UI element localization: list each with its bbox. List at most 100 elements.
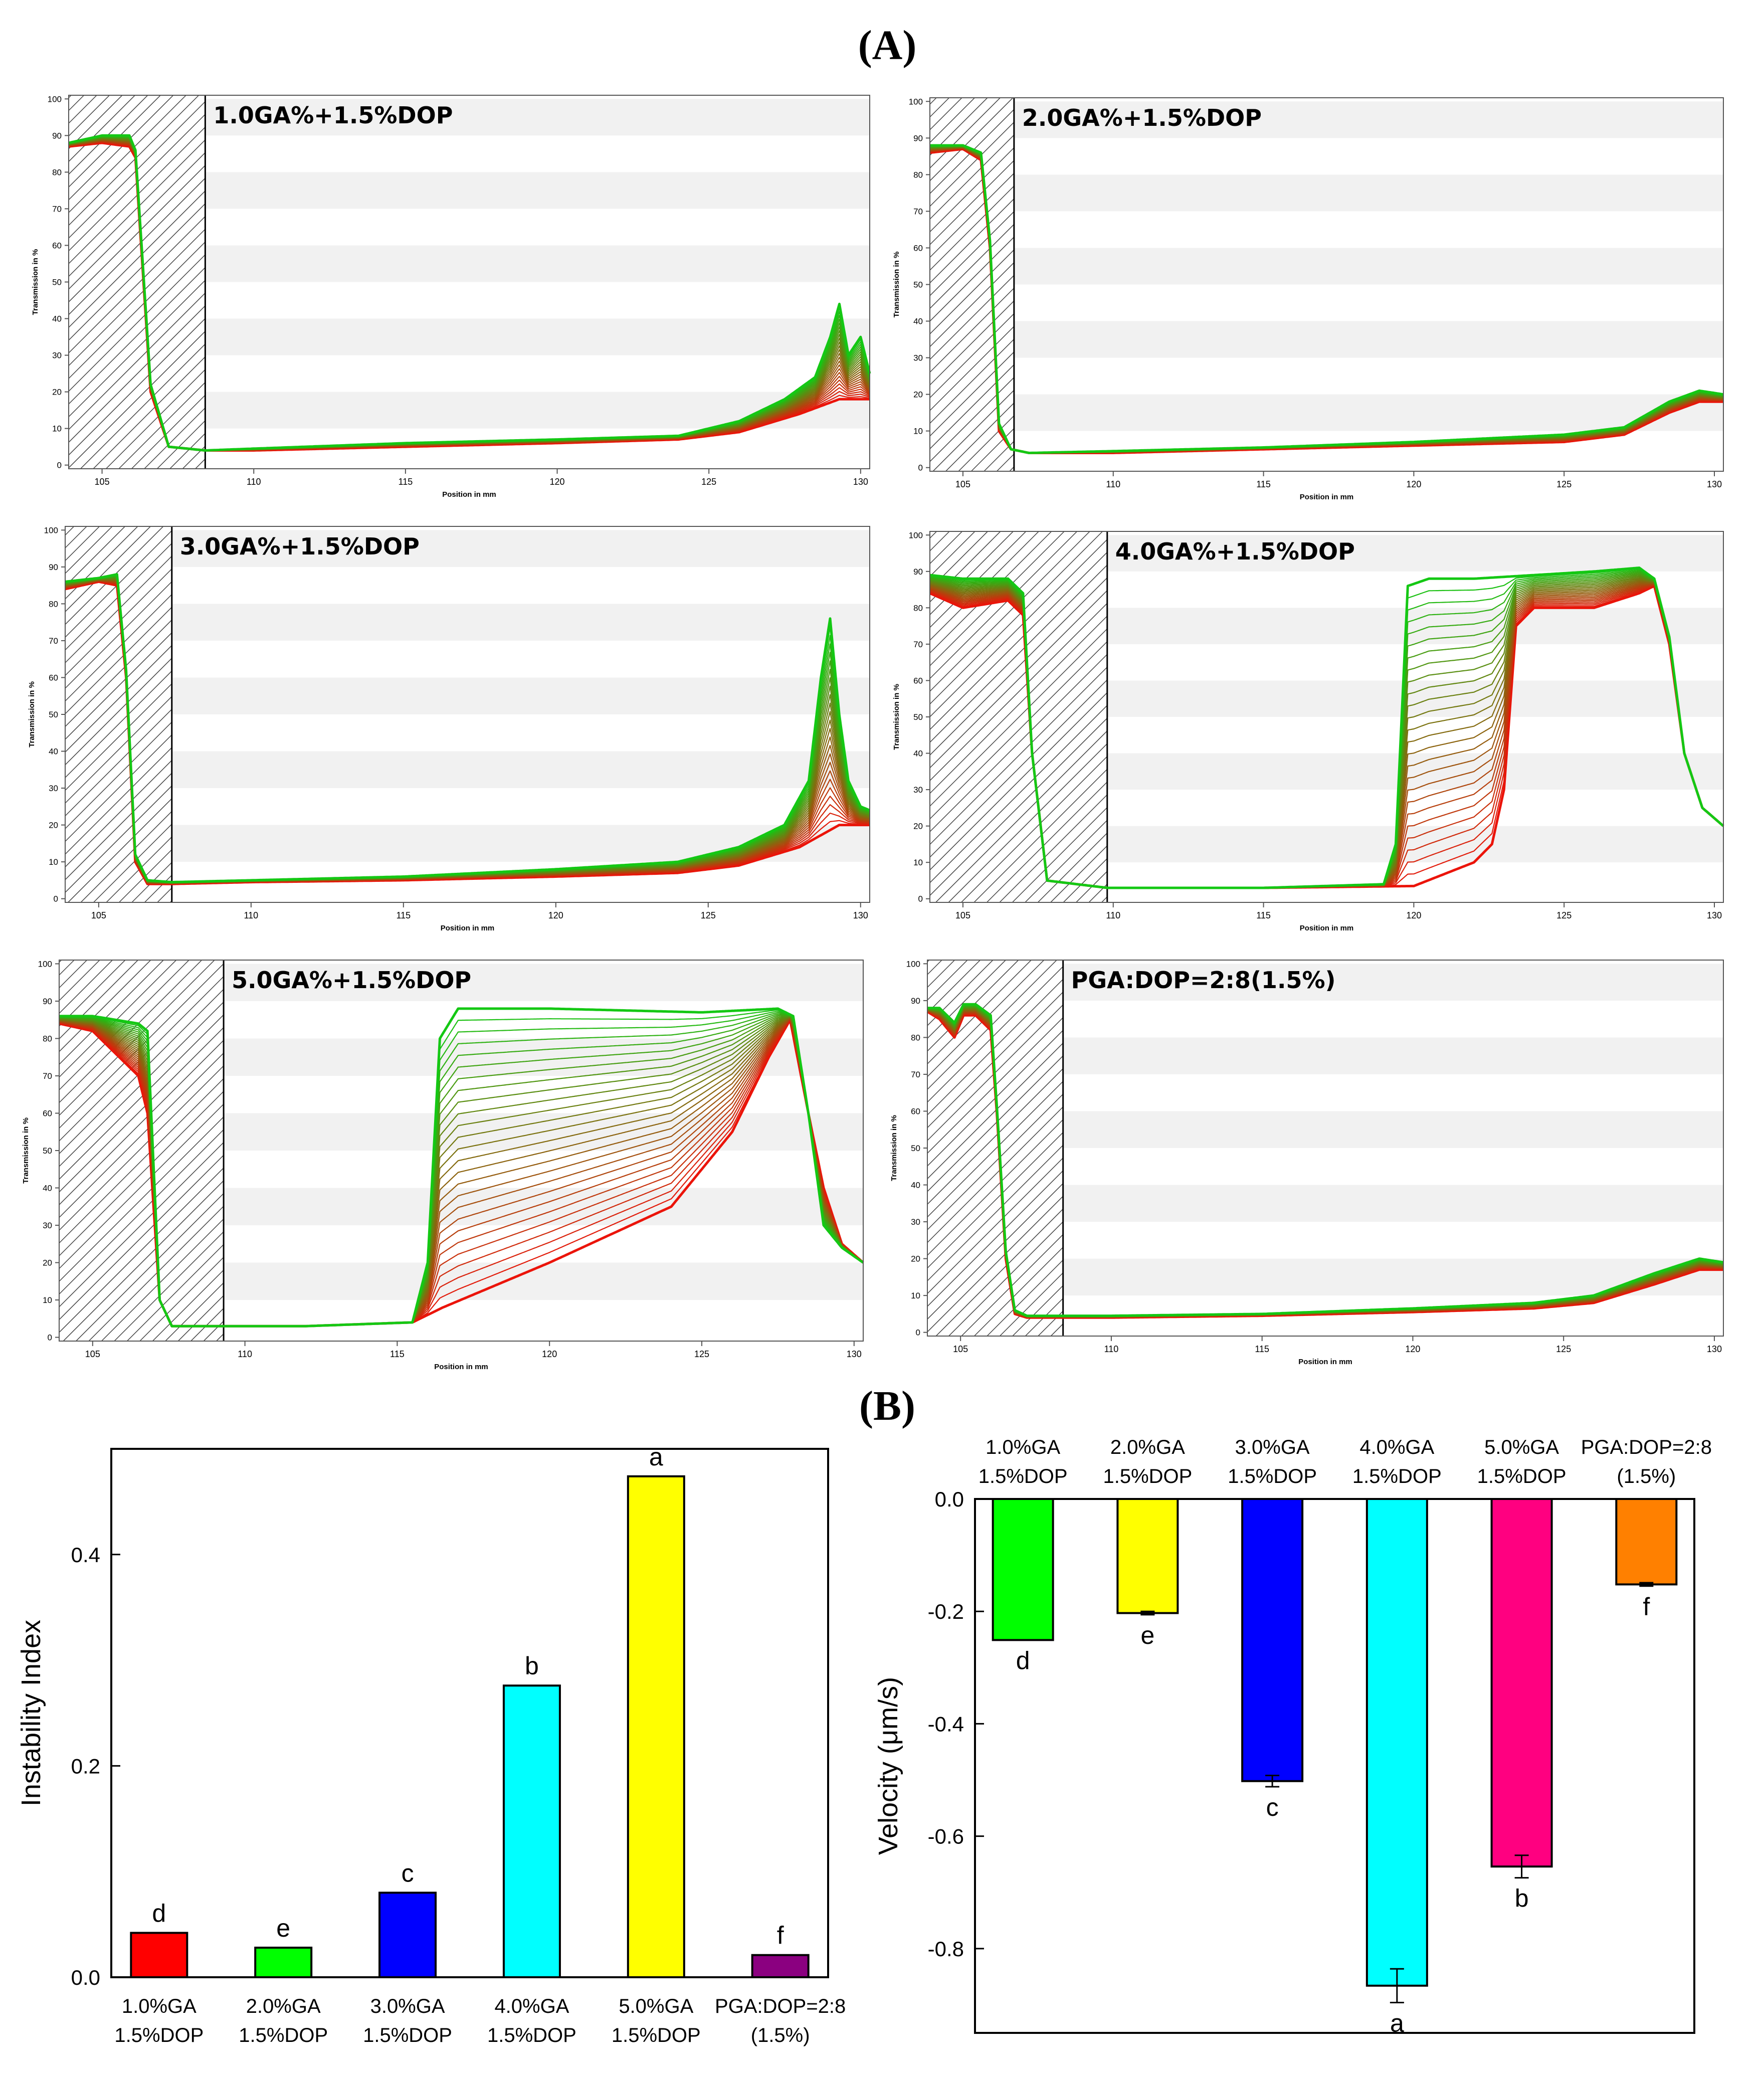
y-axis-title: Transmission in % [890,1115,898,1181]
y-tick-label: 30 [913,785,923,795]
y-tick-label: 50 [913,280,923,290]
bar [1365,1498,1428,1987]
y-tick-label: 80 [913,603,923,613]
significance-letter: f [777,1922,784,1950]
y-tick-label: 60 [911,1106,920,1116]
background-band [930,101,1723,138]
y-tick-label: 70 [913,207,923,216]
x-axis-title: Position in mm [442,490,496,499]
y-tick-label: 90 [43,997,52,1006]
bar [130,1932,188,1979]
x-tick-label: 105 [955,910,970,920]
category-label: 1.5%DOP [487,2024,576,2046]
category-label: 1.0%GA [122,1995,197,2017]
y-tick-label: 60 [49,673,58,682]
y-tick-label: 0 [916,1328,920,1338]
bar [751,1954,810,1978]
y-tick-label: 80 [49,599,58,609]
bar [1116,1498,1179,1614]
y-tick-label: 100 [909,97,923,106]
y-tick-label: 0 [918,894,923,904]
bar [378,1892,437,1979]
bar [1241,1498,1304,1782]
background-band [65,530,870,567]
instability-index-chart: 0.0 0.2 0.4 Instability Index d 1.0%GA 1.5%DOP… [16,1443,846,2046]
y-axis-title: Transmission in % [31,249,40,315]
category-label: 4.0%GA [1359,1436,1434,1458]
y-tick-label: 70 [43,1071,52,1081]
y-axis-title: Transmission in % [22,1117,30,1184]
category-label: 1.5%DOP [1103,1465,1192,1487]
significance-letter: b [1515,1884,1529,1913]
y-tick-label: 60 [913,676,923,685]
y-tick-label: -0.8 [928,1937,964,1961]
panel-title: 5.0GA%+1.5%DOP [232,967,471,994]
y-tick-label: 0 [57,461,62,470]
panel-title: 3.0GA%+1.5%DOP [180,533,420,560]
category-label: 1.0%GA [986,1436,1060,1458]
y-tick-label: 0.2 [71,1754,100,1778]
x-tick-label: 105 [91,910,106,920]
y-tick-label: 100 [909,530,923,540]
x-tick-label: 125 [1556,479,1572,489]
x-tick-label: 105 [955,479,970,489]
y-tick-label: 0 [48,1333,52,1343]
y-tick-label: 10 [43,1295,52,1305]
profile-line-last [929,567,1724,889]
y-tick-label: 80 [911,1033,920,1042]
bar [502,1684,561,1978]
y-tick-label: 100 [906,959,920,969]
hatched-region [69,95,206,469]
category-label: 1.5%DOP [1228,1465,1317,1487]
significance-letter: a [1390,2009,1404,2037]
y-tick-label: 10 [913,858,923,867]
transmission-panel-5: 0 10 20 30 40 50 60 70 80 90 100 105 110 115 120 125 130… [22,959,864,1371]
x-tick-label: 105 [85,1349,100,1359]
y-axis-title: Velocity (μm/s) [873,1677,903,1855]
y-tick-label: 70 [49,636,58,646]
x-tick-label: 110 [1106,479,1120,489]
category-label: 1.5%DOP [363,2024,452,2046]
category-label: 2.0%GA [1110,1436,1185,1458]
bar [1615,1498,1678,1586]
x-tick-label: 110 [1104,1344,1119,1354]
background-band [930,321,1723,358]
significance-letter: d [1016,1646,1030,1674]
y-tick-label: 20 [913,822,923,831]
category-label: PGA:DOP=2:8 [1581,1436,1712,1458]
y-tick-label: 10 [913,427,923,436]
y-tick-label: 90 [49,562,58,572]
y-tick-label: 90 [913,567,923,577]
x-tick-label: 110 [247,477,261,487]
x-tick-label: 130 [853,910,868,920]
x-tick-label: 105 [95,477,110,487]
panel-title: PGA:DOP=2:8(1.5%) [1071,967,1336,994]
significance-letter: f [1643,1593,1650,1621]
transmission-panel-3: 0 10 20 30 40 50 60 70 80 90 100 105 110 115 120 125 130… [28,525,870,932]
category-label: 4.0%GA [494,1995,569,2017]
y-tick-label: 0.4 [71,1543,100,1567]
y-tick-label: 60 [913,243,923,253]
y-tick-label: 90 [52,131,62,140]
y-tick-label: 0 [54,894,58,904]
x-tick-label: 130 [1707,1344,1722,1354]
y-tick-label: 10 [52,424,62,434]
y-tick-label: 80 [52,167,62,177]
x-tick-label: 105 [953,1344,968,1354]
x-tick-label: 110 [244,910,259,920]
category-label: 5.0%GA [1484,1436,1559,1458]
category-label: (1.5%) [751,2024,810,2046]
y-tick-label: 40 [913,317,923,326]
x-tick-label: 120 [542,1349,557,1359]
background-band [930,248,1723,285]
y-tick-label: 50 [43,1146,52,1156]
category-label: 1.5%DOP [978,1465,1068,1487]
category-label: 1.5%DOP [1352,1465,1442,1487]
velocity-chart: 0.0 -0.2 -0.4 -0.6 -0.8 Velocity (μm/s) d 1.0%G… [873,1436,1712,2037]
x-axis-title: Position in mm [434,1363,488,1371]
y-tick-label: 100 [38,959,52,969]
y-tick-label: 70 [52,204,62,214]
x-tick-label: 130 [847,1349,862,1359]
x-tick-label: 120 [1406,479,1421,489]
x-tick-label: 115 [1256,910,1271,920]
